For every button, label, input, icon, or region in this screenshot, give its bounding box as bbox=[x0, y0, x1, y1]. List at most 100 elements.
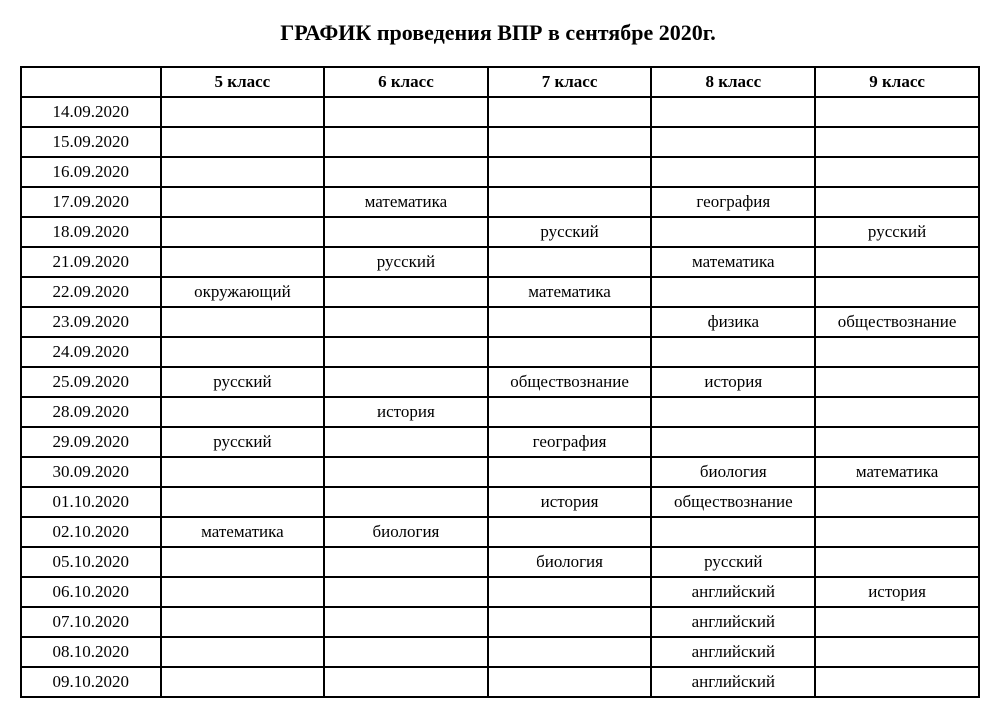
data-cell bbox=[161, 157, 325, 187]
data-cell: биология bbox=[651, 457, 815, 487]
data-cell: английский bbox=[651, 667, 815, 697]
data-cell bbox=[161, 97, 325, 127]
data-cell bbox=[324, 277, 487, 307]
data-cell: история bbox=[651, 367, 815, 397]
data-cell bbox=[161, 397, 325, 427]
table-row: 24.09.2020 bbox=[21, 337, 979, 367]
data-cell bbox=[161, 487, 325, 517]
data-cell: английский bbox=[651, 607, 815, 637]
data-cell bbox=[161, 577, 325, 607]
date-cell: 24.09.2020 bbox=[21, 337, 161, 367]
data-cell: физика bbox=[651, 307, 815, 337]
data-cell: русский bbox=[488, 217, 652, 247]
data-cell bbox=[488, 577, 652, 607]
data-cell bbox=[815, 97, 979, 127]
data-cell: русский bbox=[161, 427, 325, 457]
date-cell: 18.09.2020 bbox=[21, 217, 161, 247]
data-cell bbox=[161, 547, 325, 577]
data-cell: биология bbox=[488, 547, 652, 577]
data-cell bbox=[324, 157, 487, 187]
data-cell bbox=[815, 547, 979, 577]
table-row: 28.09.2020 история bbox=[21, 397, 979, 427]
date-cell: 30.09.2020 bbox=[21, 457, 161, 487]
data-cell: география bbox=[488, 427, 652, 457]
data-cell bbox=[161, 187, 325, 217]
table-row: 14.09.2020 bbox=[21, 97, 979, 127]
data-cell bbox=[488, 637, 652, 667]
date-cell: 15.09.2020 bbox=[21, 127, 161, 157]
data-cell bbox=[815, 667, 979, 697]
data-cell bbox=[651, 157, 815, 187]
data-cell bbox=[651, 277, 815, 307]
data-cell bbox=[651, 427, 815, 457]
page-title: ГРАФИК проведения ВПР в сентябре 2020г. bbox=[20, 20, 976, 46]
data-cell bbox=[161, 127, 325, 157]
data-cell: математика bbox=[815, 457, 979, 487]
table-row: 17.09.2020математикагеография bbox=[21, 187, 979, 217]
data-cell: математика bbox=[488, 277, 652, 307]
date-cell: 07.10.2020 bbox=[21, 607, 161, 637]
data-cell bbox=[324, 127, 487, 157]
data-cell bbox=[488, 97, 652, 127]
table-row: 18.09.2020русскийрусский bbox=[21, 217, 979, 247]
data-cell bbox=[488, 337, 652, 367]
table-row: 08.10.2020английский bbox=[21, 637, 979, 667]
data-cell bbox=[324, 487, 487, 517]
data-cell bbox=[488, 307, 652, 337]
table-row: 25.09.2020русскийобществознаниеистория bbox=[21, 367, 979, 397]
data-cell: история bbox=[324, 397, 487, 427]
data-cell bbox=[324, 547, 487, 577]
date-cell: 02.10.2020 bbox=[21, 517, 161, 547]
header-class-8: 8 класс bbox=[651, 67, 815, 97]
data-cell bbox=[815, 517, 979, 547]
data-cell bbox=[488, 247, 652, 277]
schedule-table: 5 класс 6 класс 7 класс 8 класс 9 класс … bbox=[20, 66, 980, 698]
data-cell bbox=[324, 607, 487, 637]
data-cell bbox=[324, 337, 487, 367]
date-cell: 05.10.2020 bbox=[21, 547, 161, 577]
date-cell: 01.10.2020 bbox=[21, 487, 161, 517]
data-cell bbox=[815, 247, 979, 277]
data-cell: математика bbox=[651, 247, 815, 277]
table-row: 15.09.2020 bbox=[21, 127, 979, 157]
data-cell bbox=[161, 307, 325, 337]
table-row: 23.09.2020физикаобществознание bbox=[21, 307, 979, 337]
date-cell: 21.09.2020 bbox=[21, 247, 161, 277]
data-cell bbox=[815, 607, 979, 637]
date-cell: 16.09.2020 bbox=[21, 157, 161, 187]
data-cell bbox=[488, 517, 652, 547]
data-cell bbox=[651, 337, 815, 367]
data-cell bbox=[651, 397, 815, 427]
data-cell: английский bbox=[651, 637, 815, 667]
header-row: 5 класс 6 класс 7 класс 8 класс 9 класс bbox=[21, 67, 979, 97]
data-cell: история bbox=[815, 577, 979, 607]
data-cell bbox=[161, 247, 325, 277]
data-cell bbox=[815, 397, 979, 427]
data-cell bbox=[815, 637, 979, 667]
data-cell bbox=[324, 457, 487, 487]
table-row: 29.09.2020русский география bbox=[21, 427, 979, 457]
data-cell bbox=[161, 337, 325, 367]
date-cell: 17.09.2020 bbox=[21, 187, 161, 217]
data-cell bbox=[324, 97, 487, 127]
table-row: 02.10.2020математикабиология bbox=[21, 517, 979, 547]
table-row: 06.10.2020английскийистория bbox=[21, 577, 979, 607]
date-cell: 29.09.2020 bbox=[21, 427, 161, 457]
data-cell bbox=[815, 487, 979, 517]
data-cell bbox=[651, 517, 815, 547]
data-cell bbox=[324, 577, 487, 607]
date-cell: 25.09.2020 bbox=[21, 367, 161, 397]
data-cell bbox=[324, 427, 487, 457]
data-cell: обществознание bbox=[651, 487, 815, 517]
data-cell: обществознание bbox=[488, 367, 652, 397]
data-cell: география bbox=[651, 187, 815, 217]
data-cell bbox=[651, 127, 815, 157]
data-cell bbox=[488, 607, 652, 637]
data-cell bbox=[815, 127, 979, 157]
table-row: 22.09.2020окружающийматематика bbox=[21, 277, 979, 307]
data-cell bbox=[324, 367, 487, 397]
date-cell: 28.09.2020 bbox=[21, 397, 161, 427]
data-cell bbox=[815, 427, 979, 457]
data-cell bbox=[488, 127, 652, 157]
table-row: 01.10.2020историяобществознание bbox=[21, 487, 979, 517]
